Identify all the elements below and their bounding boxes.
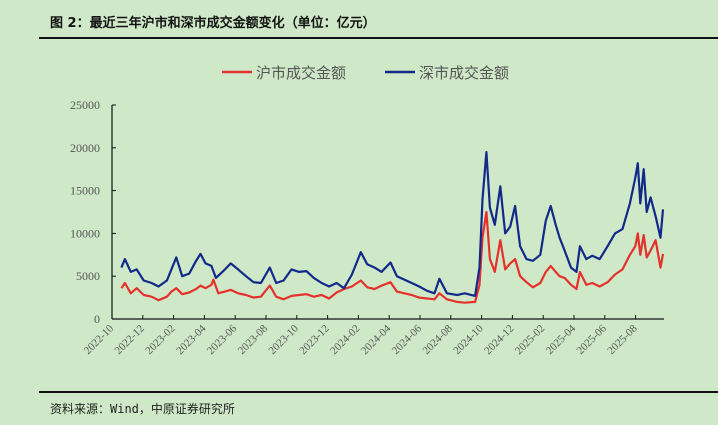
source-note: 资料来源：Wind，中原证券研究所 xyxy=(50,402,235,416)
figure-title: 图 2：最近三年沪市和深市成交金额变化（单位：亿元） xyxy=(50,16,376,31)
x-tick-label: 2025-04 xyxy=(544,322,579,357)
x-tick-label: 2024-06 xyxy=(390,322,425,357)
y-tick-label: 25000 xyxy=(70,98,100,112)
x-tick-label: 2023-04 xyxy=(174,322,209,357)
x-tick-label: 2025-02 xyxy=(513,323,547,357)
x-tick-label: 2023-02 xyxy=(143,323,177,357)
x-tick-label: 2024-12 xyxy=(482,323,516,357)
y-tick-label: 10000 xyxy=(70,226,100,240)
y-tick-label: 20000 xyxy=(70,141,100,155)
y-tick-label: 15000 xyxy=(70,184,100,198)
y-tick-label: 0 xyxy=(94,312,100,326)
x-tick-label: 2025-08 xyxy=(605,322,640,357)
x-tick-label: 2023-12 xyxy=(297,323,331,357)
x-tick-label: 2025-06 xyxy=(575,322,610,357)
x-tick-label: 2022-10 xyxy=(82,322,117,357)
series-line-shenzhen xyxy=(120,151,665,297)
y-tick-label: 5000 xyxy=(76,269,100,283)
bottom-divider xyxy=(39,391,718,393)
x-tick-label: 2024-04 xyxy=(359,322,394,357)
series-line-shanghai xyxy=(120,210,665,304)
legend-label: 沪市成交金额 xyxy=(256,64,346,82)
top-divider xyxy=(39,37,718,39)
x-tick-label: 2024-08 xyxy=(421,322,456,357)
x-tick-label: 2024-10 xyxy=(451,322,486,357)
x-tick-label: 2022-12 xyxy=(113,323,147,357)
x-tick-label: 2023-08 xyxy=(236,322,271,357)
x-tick-label: 2023-10 xyxy=(267,322,302,357)
x-tick-label: 2024-02 xyxy=(328,323,362,357)
legend-label: 深市成交金额 xyxy=(419,64,509,82)
x-tick-label: 2023-06 xyxy=(205,322,240,357)
